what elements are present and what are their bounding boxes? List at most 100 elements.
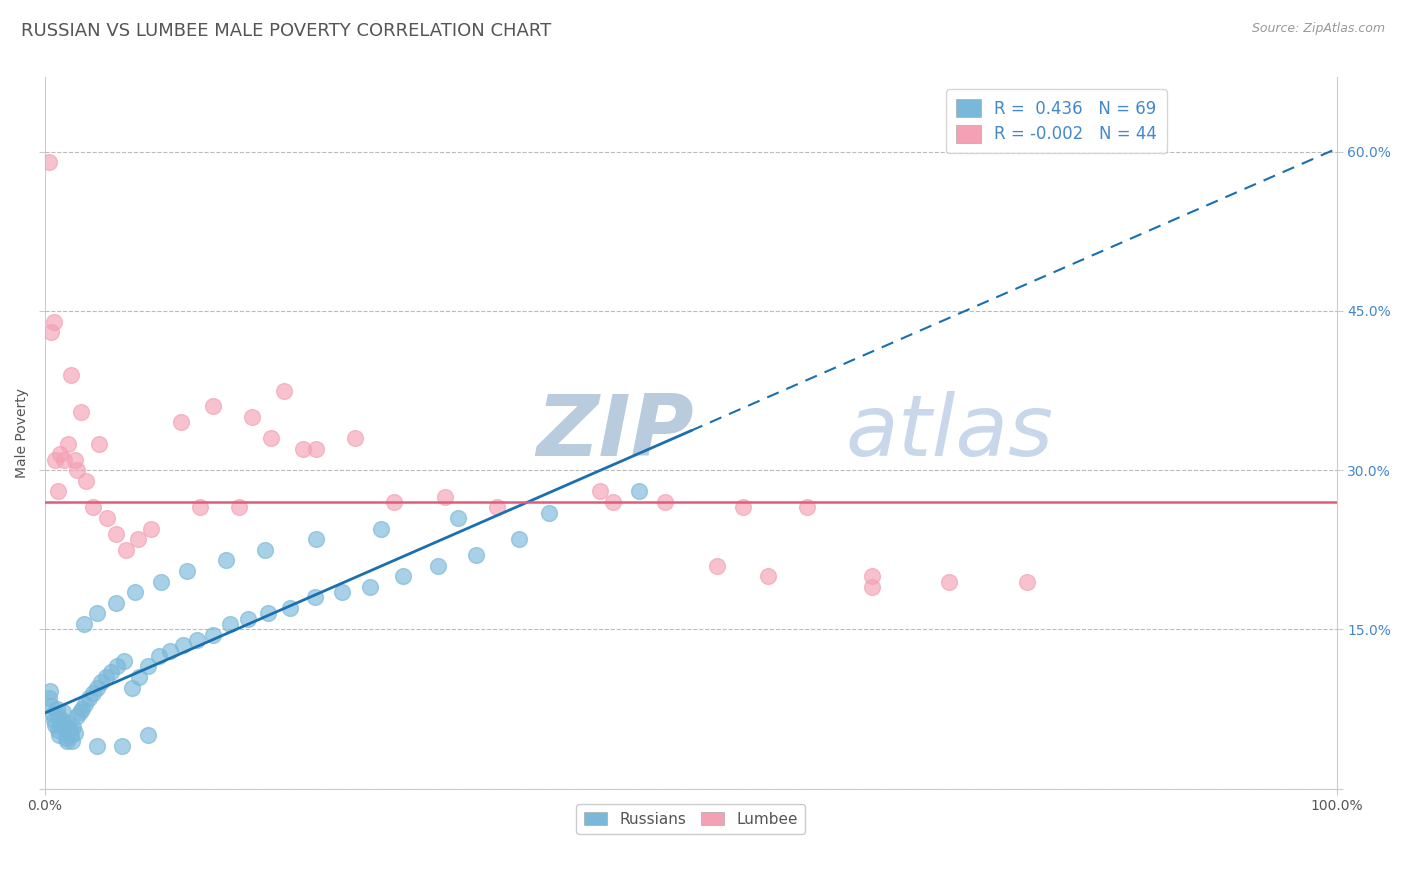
Point [169, 416, 191, 430]
Point [63, 726, 86, 740]
Point [426, 558, 449, 573]
Point [292, 442, 315, 456]
Point [42, 314, 65, 328]
Point [66, 709, 89, 723]
Point [38, 691, 60, 706]
Point [628, 484, 651, 499]
Point [46, 709, 69, 723]
Point [360, 580, 382, 594]
Point [589, 484, 612, 499]
Point [938, 574, 960, 589]
Point [654, 495, 676, 509]
Point [59, 368, 82, 382]
Point [51, 713, 73, 727]
Point [58, 723, 80, 738]
Point [260, 431, 283, 445]
Point [41, 325, 63, 339]
Point [201, 627, 224, 641]
Point [58, 715, 80, 730]
Point [305, 442, 328, 456]
Point [148, 648, 170, 663]
Point [44, 452, 66, 467]
Point [706, 558, 728, 573]
Point [796, 500, 818, 515]
Point [38, 155, 60, 169]
Point [124, 585, 146, 599]
Text: Source: ZipAtlas.com: Source: ZipAtlas.com [1251, 22, 1385, 36]
Point [537, 506, 560, 520]
Text: atlas: atlas [846, 392, 1054, 475]
Point [41, 707, 63, 722]
Point [44, 718, 66, 732]
Point [343, 431, 366, 445]
Point [139, 521, 162, 535]
Point [112, 654, 135, 668]
Point [86, 739, 108, 753]
Point [86, 607, 108, 621]
Point [82, 686, 104, 700]
Point [860, 569, 883, 583]
Point [63, 452, 86, 467]
Point [136, 729, 159, 743]
Point [218, 617, 240, 632]
Text: ZIP: ZIP [536, 392, 693, 475]
Point [280, 601, 302, 615]
Point [39, 684, 62, 698]
Point [53, 720, 76, 734]
Point [72, 702, 94, 716]
Point [89, 675, 111, 690]
Point [215, 553, 238, 567]
Point [236, 612, 259, 626]
Point [447, 511, 470, 525]
Point [52, 705, 75, 719]
Point [486, 500, 509, 515]
Point [115, 542, 138, 557]
Point [77, 691, 100, 706]
Point [136, 659, 159, 673]
Point [305, 532, 328, 546]
Point [1015, 574, 1038, 589]
Point [100, 665, 122, 679]
Point [73, 697, 96, 711]
Point [69, 705, 91, 719]
Point [82, 500, 104, 515]
Point [240, 410, 263, 425]
Point [42, 713, 65, 727]
Point [75, 474, 97, 488]
Point [330, 585, 353, 599]
Point [73, 617, 96, 632]
Point [201, 400, 224, 414]
Point [172, 638, 194, 652]
Point [391, 569, 413, 583]
Point [86, 681, 108, 695]
Point [49, 447, 72, 461]
Point [59, 729, 82, 743]
Point [228, 500, 250, 515]
Y-axis label: Male Poverty: Male Poverty [15, 388, 30, 478]
Point [188, 500, 211, 515]
Point [370, 521, 392, 535]
Point [105, 526, 128, 541]
Point [46, 723, 69, 738]
Point [96, 511, 118, 525]
Point [56, 733, 79, 747]
Point [45, 702, 67, 716]
Point [55, 731, 77, 745]
Point [127, 532, 149, 546]
Point [273, 384, 295, 398]
Point [434, 490, 457, 504]
Point [465, 548, 488, 562]
Point [176, 564, 198, 578]
Point [382, 495, 405, 509]
Point [257, 607, 280, 621]
Point [860, 580, 883, 594]
Point [53, 452, 76, 467]
Point [89, 436, 111, 450]
Point [105, 596, 128, 610]
Point [58, 436, 80, 450]
Point [731, 500, 754, 515]
Point [159, 643, 181, 657]
Point [111, 739, 134, 753]
Point [128, 670, 150, 684]
Point [150, 574, 173, 589]
